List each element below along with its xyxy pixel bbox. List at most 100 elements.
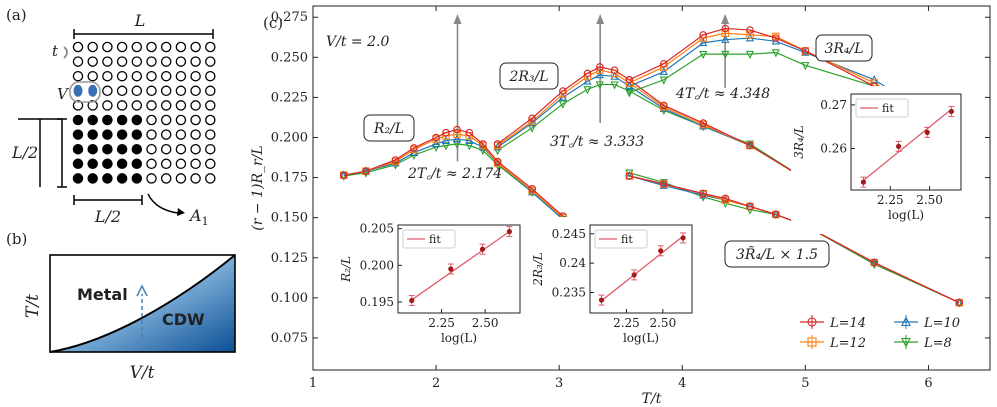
- y-tick-label: 0.075: [271, 331, 308, 346]
- empty-site: [190, 143, 201, 155]
- inset-x-label: log(L): [441, 331, 477, 345]
- empty-site: [72, 70, 84, 82]
- annot-R4t-box: [724, 240, 830, 268]
- x-tick-label: 2: [432, 376, 440, 391]
- empty-site: [131, 100, 143, 111]
- series-line-L12: [343, 133, 564, 219]
- empty-site: [116, 41, 128, 53]
- marker-L14: [479, 140, 487, 148]
- empty-site: [190, 56, 201, 67]
- A1-arrow-icon: [147, 193, 179, 214]
- empty-site: [116, 56, 128, 67]
- series-line-L14: [343, 128, 564, 217]
- empty-site: [72, 41, 84, 53]
- empty-site: [160, 56, 172, 67]
- inset-point: [860, 179, 867, 185]
- marker-L10: [465, 135, 474, 144]
- legend-label: L=8: [923, 336, 952, 351]
- marker-L10: [659, 66, 668, 75]
- marker-L8: [625, 89, 634, 98]
- marker-L10: [452, 134, 462, 143]
- occupied-site: [102, 143, 113, 155]
- marker-L8: [465, 142, 474, 151]
- marker-L14: [442, 128, 450, 137]
- panel-c: (c) 1 2 3 4 5 6 0.075 0.100 0.125 0.150 0.175 0.200…: [250, 5, 991, 407]
- marker-L10: [432, 138, 441, 148]
- tc-arrow-icon: [596, 14, 605, 24]
- y-tick-label: 0.200: [271, 130, 308, 145]
- inset-fit-line: [863, 108, 952, 181]
- y-tick-label: 0.250: [271, 50, 308, 65]
- marker-L14: [528, 114, 536, 122]
- occupied-site: [102, 129, 113, 140]
- occupied-site: [87, 129, 98, 140]
- marker-L14: [610, 66, 619, 74]
- marker-L14: [801, 47, 810, 55]
- empty-site: [205, 129, 216, 140]
- inset-y-tick-label: 0.200: [360, 258, 394, 272]
- marker-L14: [432, 133, 440, 142]
- marker-L14: [453, 125, 461, 134]
- empty-site: [146, 85, 157, 97]
- empty-site: [146, 56, 157, 67]
- empty-site: [102, 70, 113, 82]
- empty-site: [160, 41, 172, 53]
- panel-b-label: (b): [6, 230, 27, 248]
- L2-bottom-label: L/2: [94, 207, 121, 226]
- inset-y-tick-label: 0.26: [820, 142, 847, 156]
- empty-site: [160, 114, 172, 126]
- inset-point: [409, 297, 415, 304]
- marker-L14: [493, 140, 502, 148]
- legend-item-L14: L=14: [800, 315, 866, 331]
- inset-point: [896, 143, 902, 149]
- empty-site: [160, 143, 172, 155]
- x-tick-label: 3: [555, 376, 563, 391]
- marker-L10: [595, 70, 604, 79]
- legend: L=14 L=12 L=10 L=8: [800, 315, 960, 351]
- empty-site: [175, 56, 187, 67]
- marker-L10: [441, 135, 451, 144]
- y-tick-label: 0.150: [271, 211, 308, 226]
- marker-L8: [441, 142, 451, 151]
- empty-site: [160, 129, 172, 140]
- annot-R4-box: [815, 34, 873, 62]
- marker-L10: [699, 37, 708, 47]
- x-tick-label: 1: [309, 376, 317, 391]
- inset-point: [479, 246, 486, 252]
- occupied-site: [116, 173, 128, 184]
- A1-label: A1: [188, 206, 209, 228]
- y-tick-label: 0.275: [271, 10, 308, 25]
- legend-label: L=10: [923, 316, 960, 331]
- inset-y-tick-label: 0.24: [559, 256, 586, 270]
- marker-L14: [721, 24, 730, 33]
- inset-y-tick-label: 0.195: [360, 295, 394, 309]
- marker-L14: [746, 202, 754, 211]
- x-tick-label: 6: [924, 376, 932, 391]
- marker-L14: [807, 317, 817, 327]
- marker-L14: [955, 298, 963, 307]
- lattice: [72, 41, 216, 184]
- legend-item-L8: L=8: [894, 335, 952, 351]
- marker-L14: [625, 76, 634, 84]
- param-label: V/t = 2.0: [326, 34, 389, 50]
- inset-y-tick-label: 0.205: [360, 222, 394, 236]
- t-label: t: [52, 42, 59, 60]
- marker-L10: [583, 76, 592, 85]
- marker-L14: [699, 189, 707, 198]
- cdw-label: CDW: [162, 310, 205, 329]
- marker-L14: [699, 119, 707, 127]
- empty-site: [146, 114, 157, 126]
- empty-site: [205, 56, 216, 67]
- electron-dot: [88, 84, 98, 97]
- marker-L14: [660, 180, 668, 188]
- empty-site: [131, 70, 143, 82]
- inset-legend-box: [402, 229, 456, 249]
- marker-L8: [610, 81, 619, 90]
- marker-L8: [659, 76, 668, 85]
- inset-point: [598, 297, 605, 303]
- group-R2L: [339, 125, 567, 225]
- annot-R4: 3R₄/L: [824, 41, 863, 57]
- panel-c-label: (c): [263, 14, 283, 32]
- L2-left-label: L/2: [11, 143, 38, 162]
